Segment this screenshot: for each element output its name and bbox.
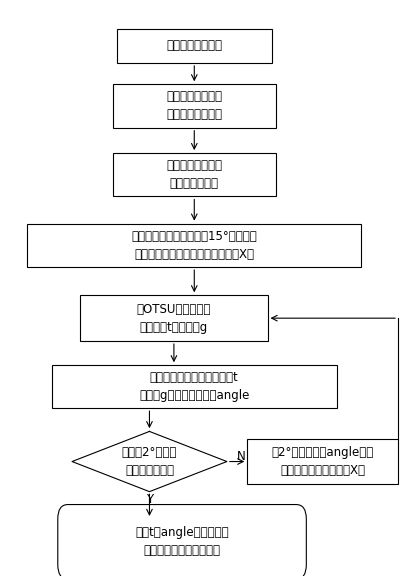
FancyBboxPatch shape (117, 28, 272, 63)
FancyBboxPatch shape (52, 365, 337, 409)
Text: 获取激光雷达数据: 获取激光雷达数据 (166, 39, 222, 52)
Text: N: N (237, 450, 246, 463)
Text: Y: Y (146, 493, 153, 507)
Text: 是否是2°角的高
精度求得的结果: 是否是2°角的高 精度求得的结果 (122, 446, 177, 477)
FancyBboxPatch shape (247, 439, 398, 485)
FancyBboxPatch shape (27, 224, 361, 267)
Text: 将膨胀与腐蚀后的数据以15°角的精度
按不同方向旋转雷达数据，投影到X轴: 将膨胀与腐蚀后的数据以15°角的精度 按不同方向旋转雷达数据，投影到X轴 (131, 230, 257, 261)
Text: 以2°的高精度在angle附近
旋转雷达数据，投影到X轴: 以2°的高精度在angle附近 旋转雷达数据，投影到X轴 (271, 446, 374, 477)
FancyBboxPatch shape (58, 504, 306, 579)
FancyBboxPatch shape (113, 85, 276, 127)
Text: 将激光雷达数据投
影到二维栅格图中: 将激光雷达数据投 影到二维栅格图中 (166, 90, 222, 122)
FancyBboxPatch shape (113, 153, 276, 196)
Text: 记录方差值对大的那组阈值t
和方差g，以及选择角度angle: 记录方差值对大的那组阈值t 和方差g，以及选择角度angle (139, 372, 249, 402)
Polygon shape (72, 431, 227, 492)
FancyBboxPatch shape (80, 295, 268, 341)
Text: 使用t和angle，并结合道
路宽度约束求出道路边界: 使用t和angle，并结合道 路宽度约束求出道路边界 (135, 526, 229, 558)
Text: 用OTSU算法求一个
最优阈值t以及方差g: 用OTSU算法求一个 最优阈值t以及方差g (137, 303, 211, 334)
Text: 对二维栅格图进行
膨胀与腐蚀操作: 对二维栅格图进行 膨胀与腐蚀操作 (166, 159, 222, 190)
